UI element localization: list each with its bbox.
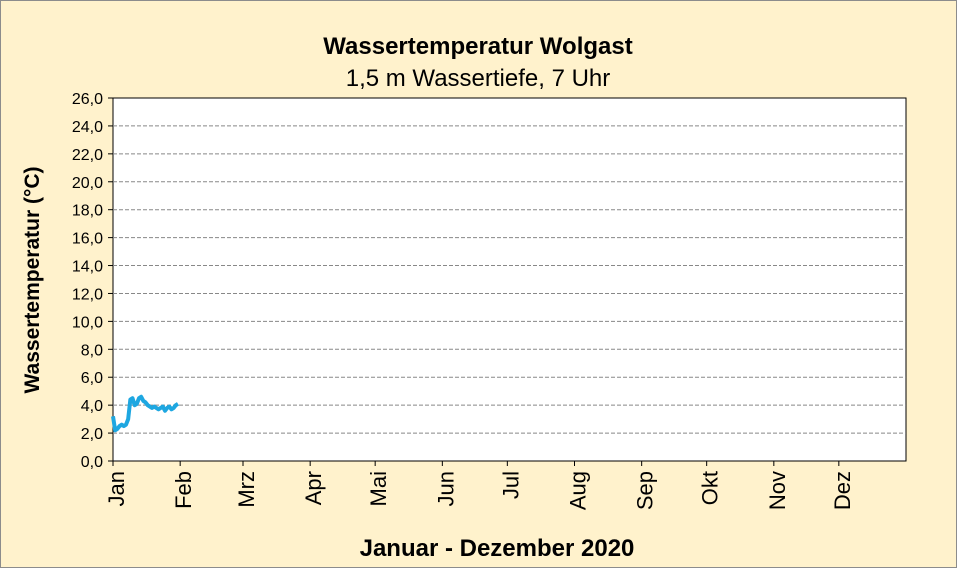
x-axis-label: Januar - Dezember 2020	[360, 535, 635, 562]
x-tick-label: Dez	[830, 471, 855, 510]
x-tick-label: Jun	[433, 471, 458, 506]
y-axis-label: Wassertemperatur (°C)	[21, 166, 44, 393]
y-tick-label: 2,0	[81, 426, 103, 443]
y-tick-label: 18,0	[72, 203, 103, 220]
y-tick-label: 22,0	[72, 147, 103, 164]
y-tick-label: 8,0	[81, 342, 103, 359]
x-tick-label: Jul	[498, 471, 523, 499]
chart-subtitle: 1,5 m Wassertiefe, 7 Uhr	[346, 65, 611, 92]
y-tick-label: 6,0	[81, 370, 103, 387]
x-tick-label: Mrz	[234, 471, 259, 508]
y-tick-label: 20,0	[72, 175, 103, 192]
y-tick-label: 4,0	[81, 398, 103, 415]
x-tick-label: Okt	[698, 471, 723, 505]
x-tick-label: Jan	[104, 471, 129, 506]
data-line	[111, 394, 180, 433]
x-tick-label: Nov	[765, 471, 790, 510]
plot-area	[112, 97, 907, 462]
chart-title: Wassertemperatur Wolgast	[323, 33, 632, 60]
y-tick-label: 0,0	[81, 454, 103, 471]
x-tick-label: Sep	[633, 471, 658, 510]
y-tick-label: 10,0	[72, 314, 103, 331]
y-tick-label: 16,0	[72, 231, 103, 248]
x-tick-label: Mai	[366, 471, 391, 506]
y-tick-label: 24,0	[72, 119, 103, 136]
x-tick-label: Aug	[566, 471, 591, 510]
y-tick-label: 14,0	[72, 259, 103, 276]
y-tick-label: 26,0	[72, 91, 103, 108]
x-tick-label: Apr	[301, 471, 326, 505]
y-tick-label: 12,0	[72, 286, 103, 303]
x-tick-label: Feb	[171, 471, 196, 509]
